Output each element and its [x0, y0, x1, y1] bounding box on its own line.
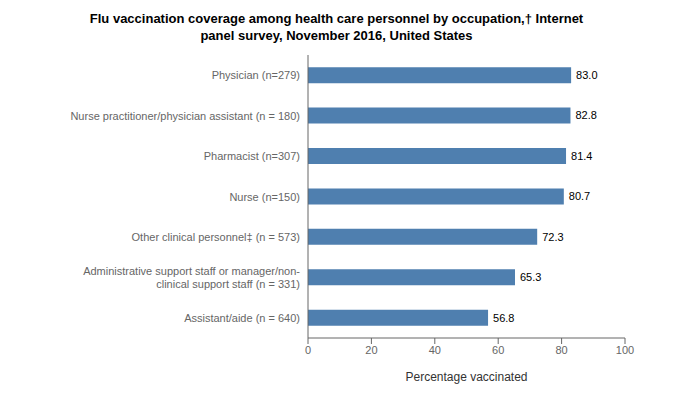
svg-text:Nurse practitioner/physician a: Nurse practitioner/physician assistant (…: [70, 110, 300, 122]
svg-text:81.4: 81.4: [571, 150, 592, 162]
svg-text:0: 0: [305, 344, 311, 356]
svg-text:Physician (n=279): Physician (n=279): [212, 69, 300, 81]
svg-text:Pharmacist (n=307): Pharmacist (n=307): [204, 150, 300, 162]
svg-text:Assistant/aide (n = 640): Assistant/aide (n = 640): [184, 312, 300, 324]
svg-text:56.8: 56.8: [493, 312, 514, 324]
html-text:panel survey, November 2016, U: panel survey, November 2016, United Stat…: [200, 28, 473, 43]
svg-text:100: 100: [616, 344, 634, 356]
svg-text:20: 20: [365, 344, 377, 356]
svg-text:Administrative support staff o: Administrative support staff or manager/…: [83, 265, 300, 290]
svg-text:80: 80: [555, 344, 567, 356]
svg-text:Nurse (n=150): Nurse (n=150): [229, 191, 300, 203]
html-text:Flu vaccination coverage among: Flu vaccination coverage among health ca…: [89, 11, 584, 26]
svg-text:60: 60: [492, 344, 504, 356]
svg-text:72.3: 72.3: [542, 231, 563, 243]
svg-text:Other clinical personnel‡ (n =: Other clinical personnel‡ (n = 573): [132, 231, 300, 243]
svg-text:80.7: 80.7: [569, 190, 590, 202]
svg-text:40: 40: [429, 344, 441, 356]
svg-text:65.3: 65.3: [520, 271, 541, 283]
svg-text:82.8: 82.8: [575, 109, 596, 121]
svg-text:83.0: 83.0: [576, 69, 597, 81]
svg-text:Percentage vaccinated: Percentage vaccinated: [405, 370, 527, 384]
